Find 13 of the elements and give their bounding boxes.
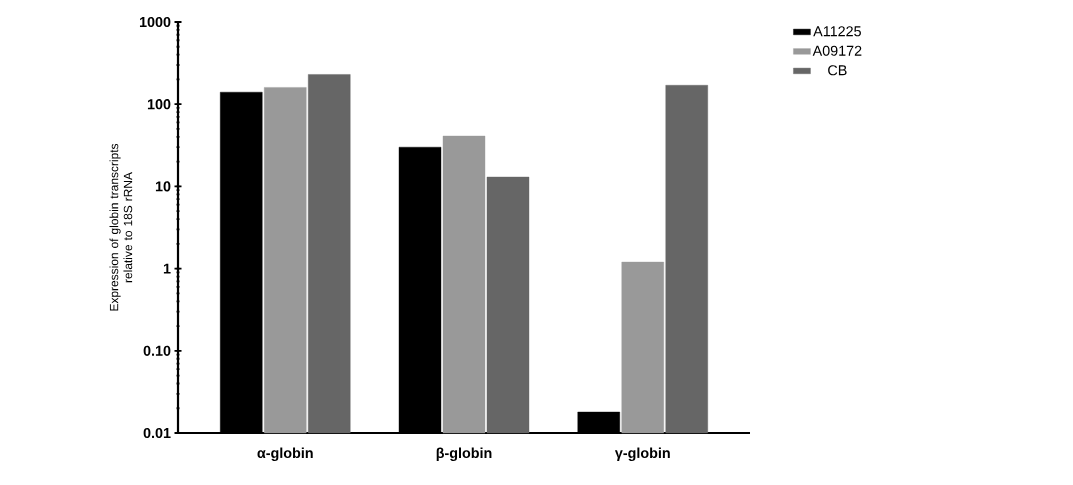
x-tick-label: γ-globin <box>614 447 670 461</box>
y-tick-label: 1000 <box>139 16 171 28</box>
legend-label: A11225 <box>813 26 861 37</box>
y-tick-label: 1 <box>163 263 171 274</box>
legend-label: A09172 <box>812 45 862 56</box>
y-tick-label: 0.01 <box>143 427 171 439</box>
x-tick-label: α-globin <box>257 447 313 461</box>
y-tick-label: 10 <box>155 181 171 192</box>
y-axis-title: Expression of globin transcripts relative to 18S rRNA <box>109 143 133 311</box>
x-tick-label: β-globin <box>436 447 492 461</box>
legend-label: CB <box>828 65 847 76</box>
y-tick-label: 100 <box>147 99 171 110</box>
y-tick-label: 0.10 <box>143 345 171 356</box>
